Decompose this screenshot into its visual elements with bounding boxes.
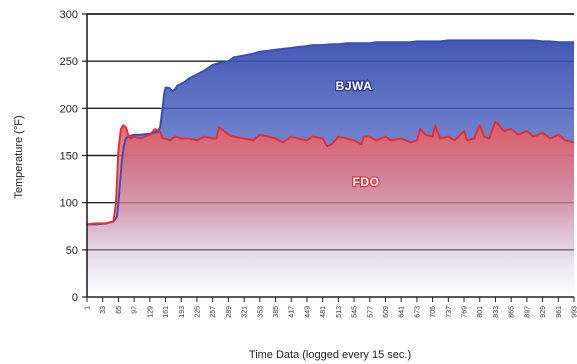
x-tick-label: 1 (85, 306, 92, 310)
y-tick-label: 300 (60, 9, 78, 21)
series-label-fdo: FDO (353, 175, 380, 189)
y-tick-label: 200 (60, 103, 78, 115)
x-tick-label: 929 (540, 306, 547, 318)
x-tick-label: 833 (493, 306, 500, 318)
x-tick-label: 705 (430, 306, 437, 318)
x-tick-label: 897 (524, 306, 531, 318)
series-label-bjwa: BJWA (336, 79, 373, 93)
x-tick-label: 225 (195, 306, 202, 318)
x-axis-title: Time Data (logged every 15 sec.) (249, 349, 411, 361)
x-tick-label: 641 (399, 306, 406, 318)
area-fdo (87, 121, 574, 297)
y-tick-label: 150 (60, 151, 78, 163)
y-tick-label: 50 (66, 245, 78, 257)
y-tick-label: 100 (60, 198, 78, 210)
x-tick-label: 993 (572, 306, 577, 318)
x-tick-label: 513 (336, 306, 343, 318)
x-tick-label: 193 (179, 306, 186, 318)
line-bjwa (87, 39, 574, 226)
x-tick-label: 609 (383, 306, 390, 318)
x-tick-label: 769 (462, 306, 469, 318)
y-tick-label: 0 (72, 292, 78, 304)
y-axis-title: Temperature (°F) (13, 115, 25, 198)
x-tick-label: 417 (289, 306, 296, 318)
series-labels: BJWA FDO (334, 78, 380, 191)
x-tick-label: 321 (242, 306, 249, 318)
x-tick-label: 801 (477, 306, 484, 318)
series-areas (87, 40, 574, 298)
x-tick-label: 353 (257, 306, 264, 318)
x-tick-label: 257 (210, 306, 217, 318)
x-tick-label: 65 (116, 306, 123, 314)
x-tick-label: 97 (132, 306, 139, 314)
x-tick-label: 961 (556, 306, 563, 318)
y-tick-labels: 0 50 100 150 200 250 300 (60, 9, 87, 304)
x-tick-label: 289 (226, 306, 233, 318)
x-tick-label: 161 (163, 306, 170, 318)
line-fdo (86, 120, 575, 226)
x-tick-label: 129 (147, 306, 154, 318)
series-lines (86, 39, 575, 226)
x-tick-label: 33 (100, 306, 107, 314)
x-tick-label: 737 (446, 306, 453, 318)
y-tick-label: 250 (60, 56, 78, 68)
x-tick-label: 865 (509, 306, 516, 318)
x-tick-label: 481 (320, 306, 327, 318)
x-tick-label: 449 (304, 306, 311, 318)
x-tick-labels: 1 33 65 97 129 161 193 225 257 289 321 353 385 417 449… (85, 297, 577, 318)
x-tick-label: 545 (352, 306, 359, 318)
x-tick-label: 577 (367, 306, 374, 318)
x-tick-label: 385 (273, 306, 280, 318)
x-tick-label: 673 (414, 306, 421, 318)
